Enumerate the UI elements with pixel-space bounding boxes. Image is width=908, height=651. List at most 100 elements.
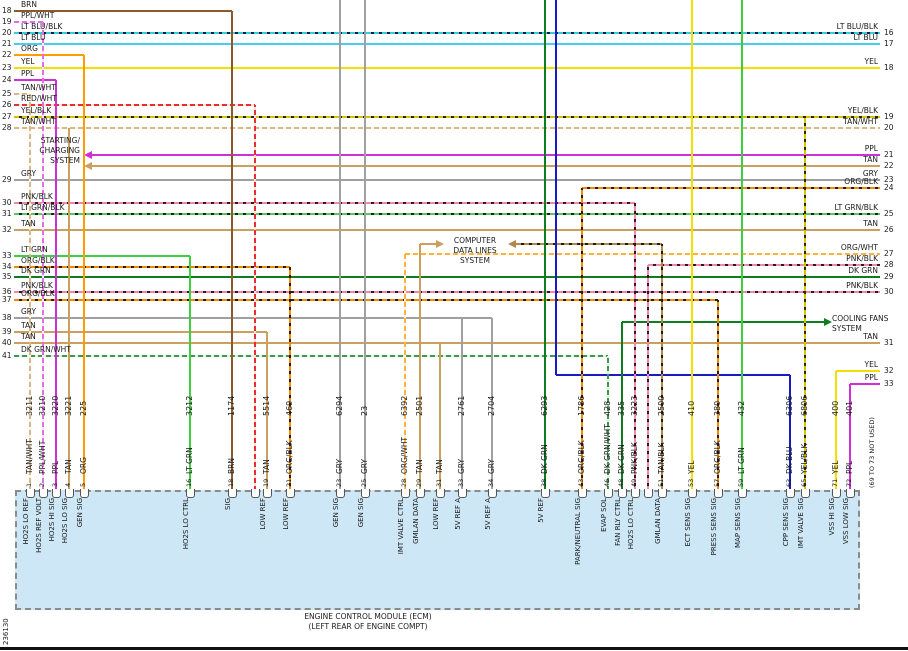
ecm-pin-socket [688,489,697,498]
ecm-pin-socket [714,489,723,498]
v-wire [29,94,31,491]
annotation-computer-data-lines-system: SYSTEM [460,256,490,265]
ecm-pin-socket [618,489,627,498]
ecm-pin-socket [336,489,345,498]
circuit-number-label: 225 [79,400,88,416]
left-wire-label: PNK/BLK [21,192,53,201]
right-pin-number: 27 [884,249,894,258]
wire-color-label: PPL [51,460,60,474]
ecm-pin-number: 72 [845,478,853,487]
wire-color-label: GRY [487,458,496,474]
wire-color-label: ORG/BLK [285,440,294,474]
ecm-pin-number: 51 [657,478,665,487]
wire-color-label: TAN/WHT [25,439,34,474]
left-wire-label: PPL [21,69,35,78]
left-pin-number: 38 [2,313,12,322]
ecm-signal-label: HO2S LO CTRL [182,498,190,550]
left-wire-label: LT GRN/BLK [21,203,65,212]
circuit-number-label: 335 [617,400,626,416]
ecm-signal-label: GEN SIG [357,498,365,528]
circuit-number-label: 5514 [262,395,271,416]
right-wire-label: DK GRN [848,266,878,275]
right-pin-number: 16 [884,28,894,37]
ecm-pin-number: 19 [262,478,270,487]
wire-arrow-left [508,240,516,248]
right-pin-number: 24 [884,183,894,192]
h-wire [14,355,608,357]
left-pin-number: 36 [2,287,12,296]
h-wire [92,165,880,167]
ecm-pin-number: 18 [227,478,235,487]
left-wire-label: BRN [21,0,37,9]
v-wire [189,256,191,491]
v-wire [621,322,623,491]
circuit-number-label: 6294 [335,395,344,416]
ecm-signal-label: LOW REF [259,498,267,530]
ecm-pin-socket [251,489,260,498]
v-wire [339,0,341,491]
left-pin-number: 22 [2,50,12,59]
v-wire [835,371,837,491]
left-pin-number: 32 [2,225,12,234]
ecm-pin-number: 2 [38,482,46,487]
wire-color-label: LT GRN [185,447,194,474]
left-pin-number: 27 [2,112,12,121]
h-wire [14,104,255,106]
ecm-pin-socket [263,489,272,498]
circuit-number-label: 3212 [185,395,194,416]
h-wire [14,21,43,23]
wire-color-label: GRY [457,458,466,474]
figure-number: 236130 [2,618,10,645]
ecm-pin-socket [286,489,295,498]
ecm-pin-socket [80,489,89,498]
h-wire [850,383,880,385]
v-wire [42,22,44,491]
ecm-pin-socket [26,489,35,498]
right-pin-number: 33 [884,379,894,388]
h-wire [405,253,880,255]
ecm-signal-label: HO2S LO SIG [61,498,69,544]
right-pin-number: 18 [884,63,894,72]
left-pin-number: 21 [2,39,12,48]
wire-color-label: YEL [687,460,696,475]
ecm-signal-label: GMLAN DATA [654,498,662,544]
left-wire-label: LT GRN [21,245,48,254]
v-wire [804,117,806,491]
v-wire [555,0,557,375]
circuit-number-label: 1174 [227,395,236,416]
ecm-pin-socket [416,489,425,498]
ecm-pin-number: 33 [457,478,465,487]
ecm-signal-label: CPP SENS SIG [782,498,790,547]
left-wire-label: TAN/WHT [21,117,56,126]
left-wire-label: TAN/WHT [21,83,56,92]
ecm-pin-socket [631,489,640,498]
left-pin-number: 28 [2,123,12,132]
ecm-unused-pins-note: (69 TO 73 NOT USED) [868,417,876,488]
h-wire [14,213,880,215]
ecm-pin-socket [228,489,237,498]
circuit-number-label: 410 [687,400,696,416]
ecm-pin-number: 65 [800,478,808,487]
wire-color-label: GRY [335,458,344,474]
ecm-pin-number: 38 [540,478,548,487]
v-wire [439,343,441,491]
circuit-number-label: 400 [831,400,840,416]
v-wire [68,128,70,491]
left-pin-number: 29 [2,175,12,184]
v-wire [289,267,291,491]
ecm-pin-socket [786,489,795,498]
h-wire [648,264,880,266]
left-wire-label: ORG [21,44,38,53]
wire-arrow-left [84,151,92,159]
left-pin-number: 25 [2,89,12,98]
right-wire-label: TAN [863,155,878,164]
wire-color-label: PNK/BLK [630,442,639,474]
v-wire [581,188,583,491]
ecm-pin-socket [578,489,587,498]
h-wire [14,229,880,231]
ecm-pin-number: 3 [51,482,59,487]
left-pin-number: 35 [2,272,12,281]
right-wire-label: ORG/WHT [840,243,878,252]
h-wire [14,291,880,293]
circuit-number-label: 2704 [487,395,496,416]
